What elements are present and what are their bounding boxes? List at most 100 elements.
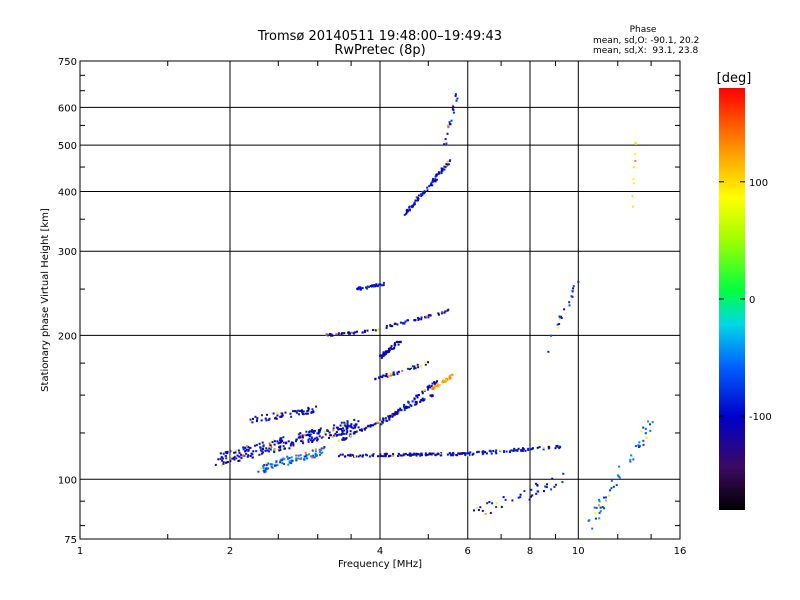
data-point (551, 477, 554, 480)
data-point (276, 414, 279, 417)
data-point (548, 446, 551, 449)
data-point (339, 453, 342, 456)
data-point (350, 423, 353, 426)
data-point (556, 323, 559, 326)
data-point (343, 421, 346, 424)
data-point (382, 352, 385, 355)
data-point (421, 192, 424, 195)
data-point (445, 142, 448, 145)
data-point (558, 323, 561, 325)
data-point (260, 419, 263, 422)
data-point (429, 453, 432, 455)
data-point (426, 189, 429, 192)
data-point (603, 496, 605, 499)
data-point (261, 441, 264, 444)
data-point (535, 492, 538, 495)
data-point (310, 455, 313, 458)
data-point (427, 361, 429, 364)
data-point (249, 455, 252, 457)
data-point (536, 446, 539, 449)
data-point (618, 476, 621, 479)
data-point (430, 182, 433, 185)
data-point (363, 428, 366, 431)
data-point (428, 185, 431, 188)
data-point (426, 186, 429, 189)
data-point (345, 432, 348, 435)
data-point (279, 415, 282, 418)
data-point (397, 410, 400, 412)
data-point (640, 430, 643, 433)
data-point (425, 315, 428, 318)
scatter-points (214, 93, 654, 530)
data-point (402, 321, 405, 324)
data-point (381, 284, 383, 287)
data-point (449, 452, 452, 455)
data-point (380, 356, 383, 359)
data-point (494, 451, 497, 454)
data-point (403, 409, 406, 412)
x-axis-label: Frequency [MHz] (338, 559, 422, 570)
data-point (415, 403, 418, 406)
data-point (263, 471, 266, 474)
data-point (353, 431, 356, 434)
data-point (392, 412, 395, 415)
data-point (282, 441, 285, 444)
data-point (302, 413, 304, 416)
data-point (273, 440, 276, 443)
data-point (346, 427, 349, 429)
data-point (610, 487, 613, 490)
data-point (520, 449, 523, 452)
data-point (637, 444, 640, 447)
data-point (384, 353, 387, 355)
data-point (252, 450, 255, 453)
data-point (387, 347, 390, 350)
data-point (426, 453, 429, 456)
data-point (448, 378, 451, 380)
data-point (346, 424, 349, 426)
data-point (262, 465, 265, 468)
colorbar-tick-label: 100 (749, 178, 768, 189)
data-point (408, 208, 411, 211)
data-point (301, 440, 304, 443)
data-point (446, 132, 449, 135)
data-point (558, 445, 561, 448)
data-point (279, 446, 282, 449)
data-point (411, 400, 414, 403)
data-point (511, 499, 514, 502)
data-point (417, 394, 420, 396)
data-point (290, 415, 293, 418)
data-point (388, 417, 391, 420)
data-point (275, 417, 278, 420)
data-point (298, 410, 301, 412)
data-point (222, 461, 225, 464)
data-point (309, 439, 312, 442)
data-point (354, 426, 357, 429)
data-point (499, 449, 502, 452)
data-point (295, 438, 298, 441)
data-point (342, 427, 345, 430)
y-tick-label: 300 (58, 247, 77, 258)
data-point (382, 374, 385, 377)
data-point (436, 173, 439, 176)
data-point (245, 452, 248, 455)
data-point (337, 455, 340, 458)
data-point (311, 440, 314, 442)
data-point (428, 453, 431, 456)
data-point (411, 206, 414, 208)
data-point (377, 455, 379, 458)
data-point (382, 351, 385, 354)
data-point (415, 400, 418, 403)
data-point (233, 458, 236, 461)
data-point (385, 351, 388, 354)
y-axis-label: Stationary phase Virtual Height [km] (40, 208, 51, 392)
data-point (270, 446, 273, 449)
data-point (399, 321, 402, 324)
data-point (408, 206, 411, 209)
data-point (264, 469, 267, 472)
data-point (419, 400, 422, 403)
data-point (343, 429, 346, 432)
data-point (295, 459, 298, 462)
data-point (405, 211, 408, 214)
data-point (320, 452, 323, 455)
